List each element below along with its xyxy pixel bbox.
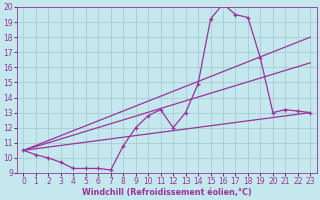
X-axis label: Windchill (Refroidissement éolien,°C): Windchill (Refroidissement éolien,°C) [82,188,252,197]
